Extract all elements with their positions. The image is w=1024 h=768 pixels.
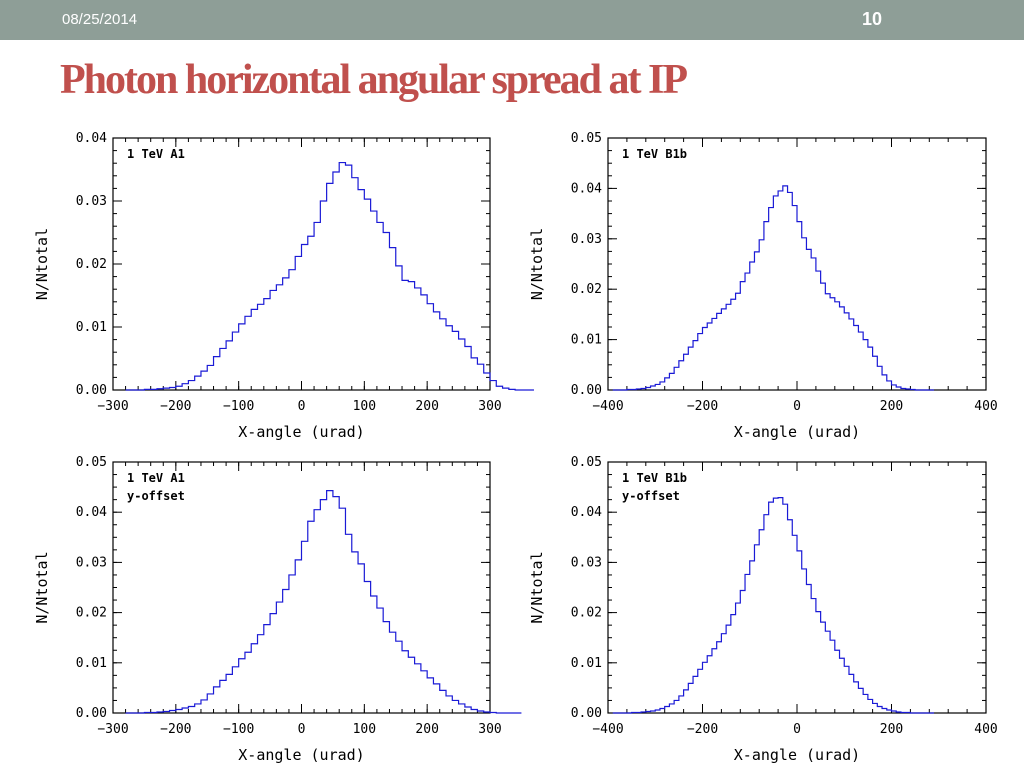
y-tick-label: 0.00: [76, 383, 107, 398]
histogram-plot-b1b: −400 −200 0 200 400 0.00 0.01 0.02 0.03 0.04 0.05 1…: [528, 131, 998, 441]
x-tick-label: −200: [687, 722, 718, 737]
x-axis-label: X-angle (urad): [734, 746, 860, 764]
y-axis-label: N/Ntotal: [528, 551, 546, 623]
plot-annotation: 1 TeV B1b: [622, 147, 687, 161]
plot-frame: [112, 461, 491, 714]
x-tick-label: 300: [478, 399, 501, 414]
y-axis-label: N/Ntotal: [33, 228, 51, 300]
x-tick-label: −100: [223, 399, 254, 414]
y-tick-label: 0.02: [571, 282, 602, 297]
histogram-line: [612, 185, 935, 391]
histogram-plot-b1b-y-offset: −400 −200 0 200 400 0.00 0.01 0.02 0.03 0.04 0.05 1…: [528, 455, 998, 764]
x-tick-label: −400: [592, 399, 623, 414]
y-tick-label: 0.02: [76, 606, 107, 621]
x-tick-label: −100: [223, 722, 254, 737]
y-tick-label: 0.04: [571, 505, 602, 520]
x-tick-label: 0: [298, 722, 306, 737]
x-tick-label: 200: [880, 722, 903, 737]
x-tick-label: 400: [974, 722, 997, 737]
x-tick-label: 0: [793, 722, 801, 737]
plot-annotation: y-offset: [127, 489, 185, 503]
plot-frame: [607, 461, 987, 714]
x-tick-label: 300: [478, 722, 501, 737]
y-tick-label: 0.03: [571, 232, 602, 247]
x-tick-label: 100: [353, 399, 376, 414]
y-tick-label: 0.03: [76, 555, 107, 570]
y-tick-label: 0.03: [571, 555, 602, 570]
y-tick-label: 0.00: [571, 706, 602, 721]
y-tick-label: 0.02: [76, 257, 107, 272]
y-tick-label: 0.03: [76, 194, 107, 209]
plot-annotation: 1 TeV A1: [127, 147, 185, 161]
y-tick-label: 0.00: [571, 383, 602, 398]
x-tick-label: −400: [592, 722, 623, 737]
plot-annotation: y-offset: [622, 489, 680, 503]
x-axis-label: X-angle (urad): [238, 746, 364, 764]
x-tick-label: −200: [160, 722, 191, 737]
x-axis-label: X-angle (urad): [238, 423, 364, 441]
x-tick-label: 0: [298, 399, 306, 414]
y-axis-label: N/Ntotal: [528, 228, 546, 300]
y-tick-label: 0.01: [571, 656, 602, 671]
y-tick-label: 0.01: [571, 333, 602, 348]
y-tick-label: 0.01: [76, 320, 107, 335]
y-tick-label: 0.05: [571, 131, 602, 146]
x-axis-label: X-angle (urad): [734, 423, 860, 441]
plot-annotation: 1 TeV B1b: [622, 471, 687, 485]
plot-annotation: 1 TeV A1: [127, 471, 185, 485]
y-tick-label: 0.05: [76, 455, 107, 470]
histogram-plot-a1-y-offset: −300 −200 −100 0 100 200 300 0.00 0.01 0.02 0.03 0.…: [33, 455, 522, 764]
y-tick-label: 0.02: [571, 606, 602, 621]
plot-frame: [607, 137, 987, 391]
y-tick-label: 0.04: [76, 131, 107, 146]
x-tick-label: 200: [415, 399, 438, 414]
y-tick-label: 0.04: [76, 505, 107, 520]
x-tick-label: −300: [97, 722, 128, 737]
x-tick-label: 0: [793, 399, 801, 414]
histogram-plot-a1: −300 −200 −100 0 100 200 300 0.00 0.01 0.02 0.03 0.…: [33, 131, 534, 441]
plot-frame: [112, 137, 491, 391]
x-tick-label: 400: [974, 399, 997, 414]
y-tick-label: 0.01: [76, 656, 107, 671]
slide-title: Photon horizontal angular spread at IP: [60, 57, 688, 103]
histogram-line: [125, 490, 522, 714]
x-tick-label: 100: [353, 722, 376, 737]
y-tick-label: 0.05: [571, 455, 602, 470]
histogram-line: [612, 497, 935, 714]
x-tick-label: −300: [97, 399, 128, 414]
slide-date: 08/25/2014: [62, 11, 138, 28]
y-axis-label: N/Ntotal: [33, 551, 51, 623]
y-tick-label: 0.04: [571, 181, 602, 196]
histogram-line: [125, 161, 534, 391]
x-tick-label: −200: [160, 399, 191, 414]
header-bar: 08/25/2014 10: [0, 0, 1024, 40]
y-tick-label: 0.00: [76, 706, 107, 721]
x-tick-label: −200: [687, 399, 718, 414]
x-tick-label: 200: [415, 722, 438, 737]
page-number: 10: [862, 9, 883, 29]
x-tick-label: 200: [880, 399, 903, 414]
